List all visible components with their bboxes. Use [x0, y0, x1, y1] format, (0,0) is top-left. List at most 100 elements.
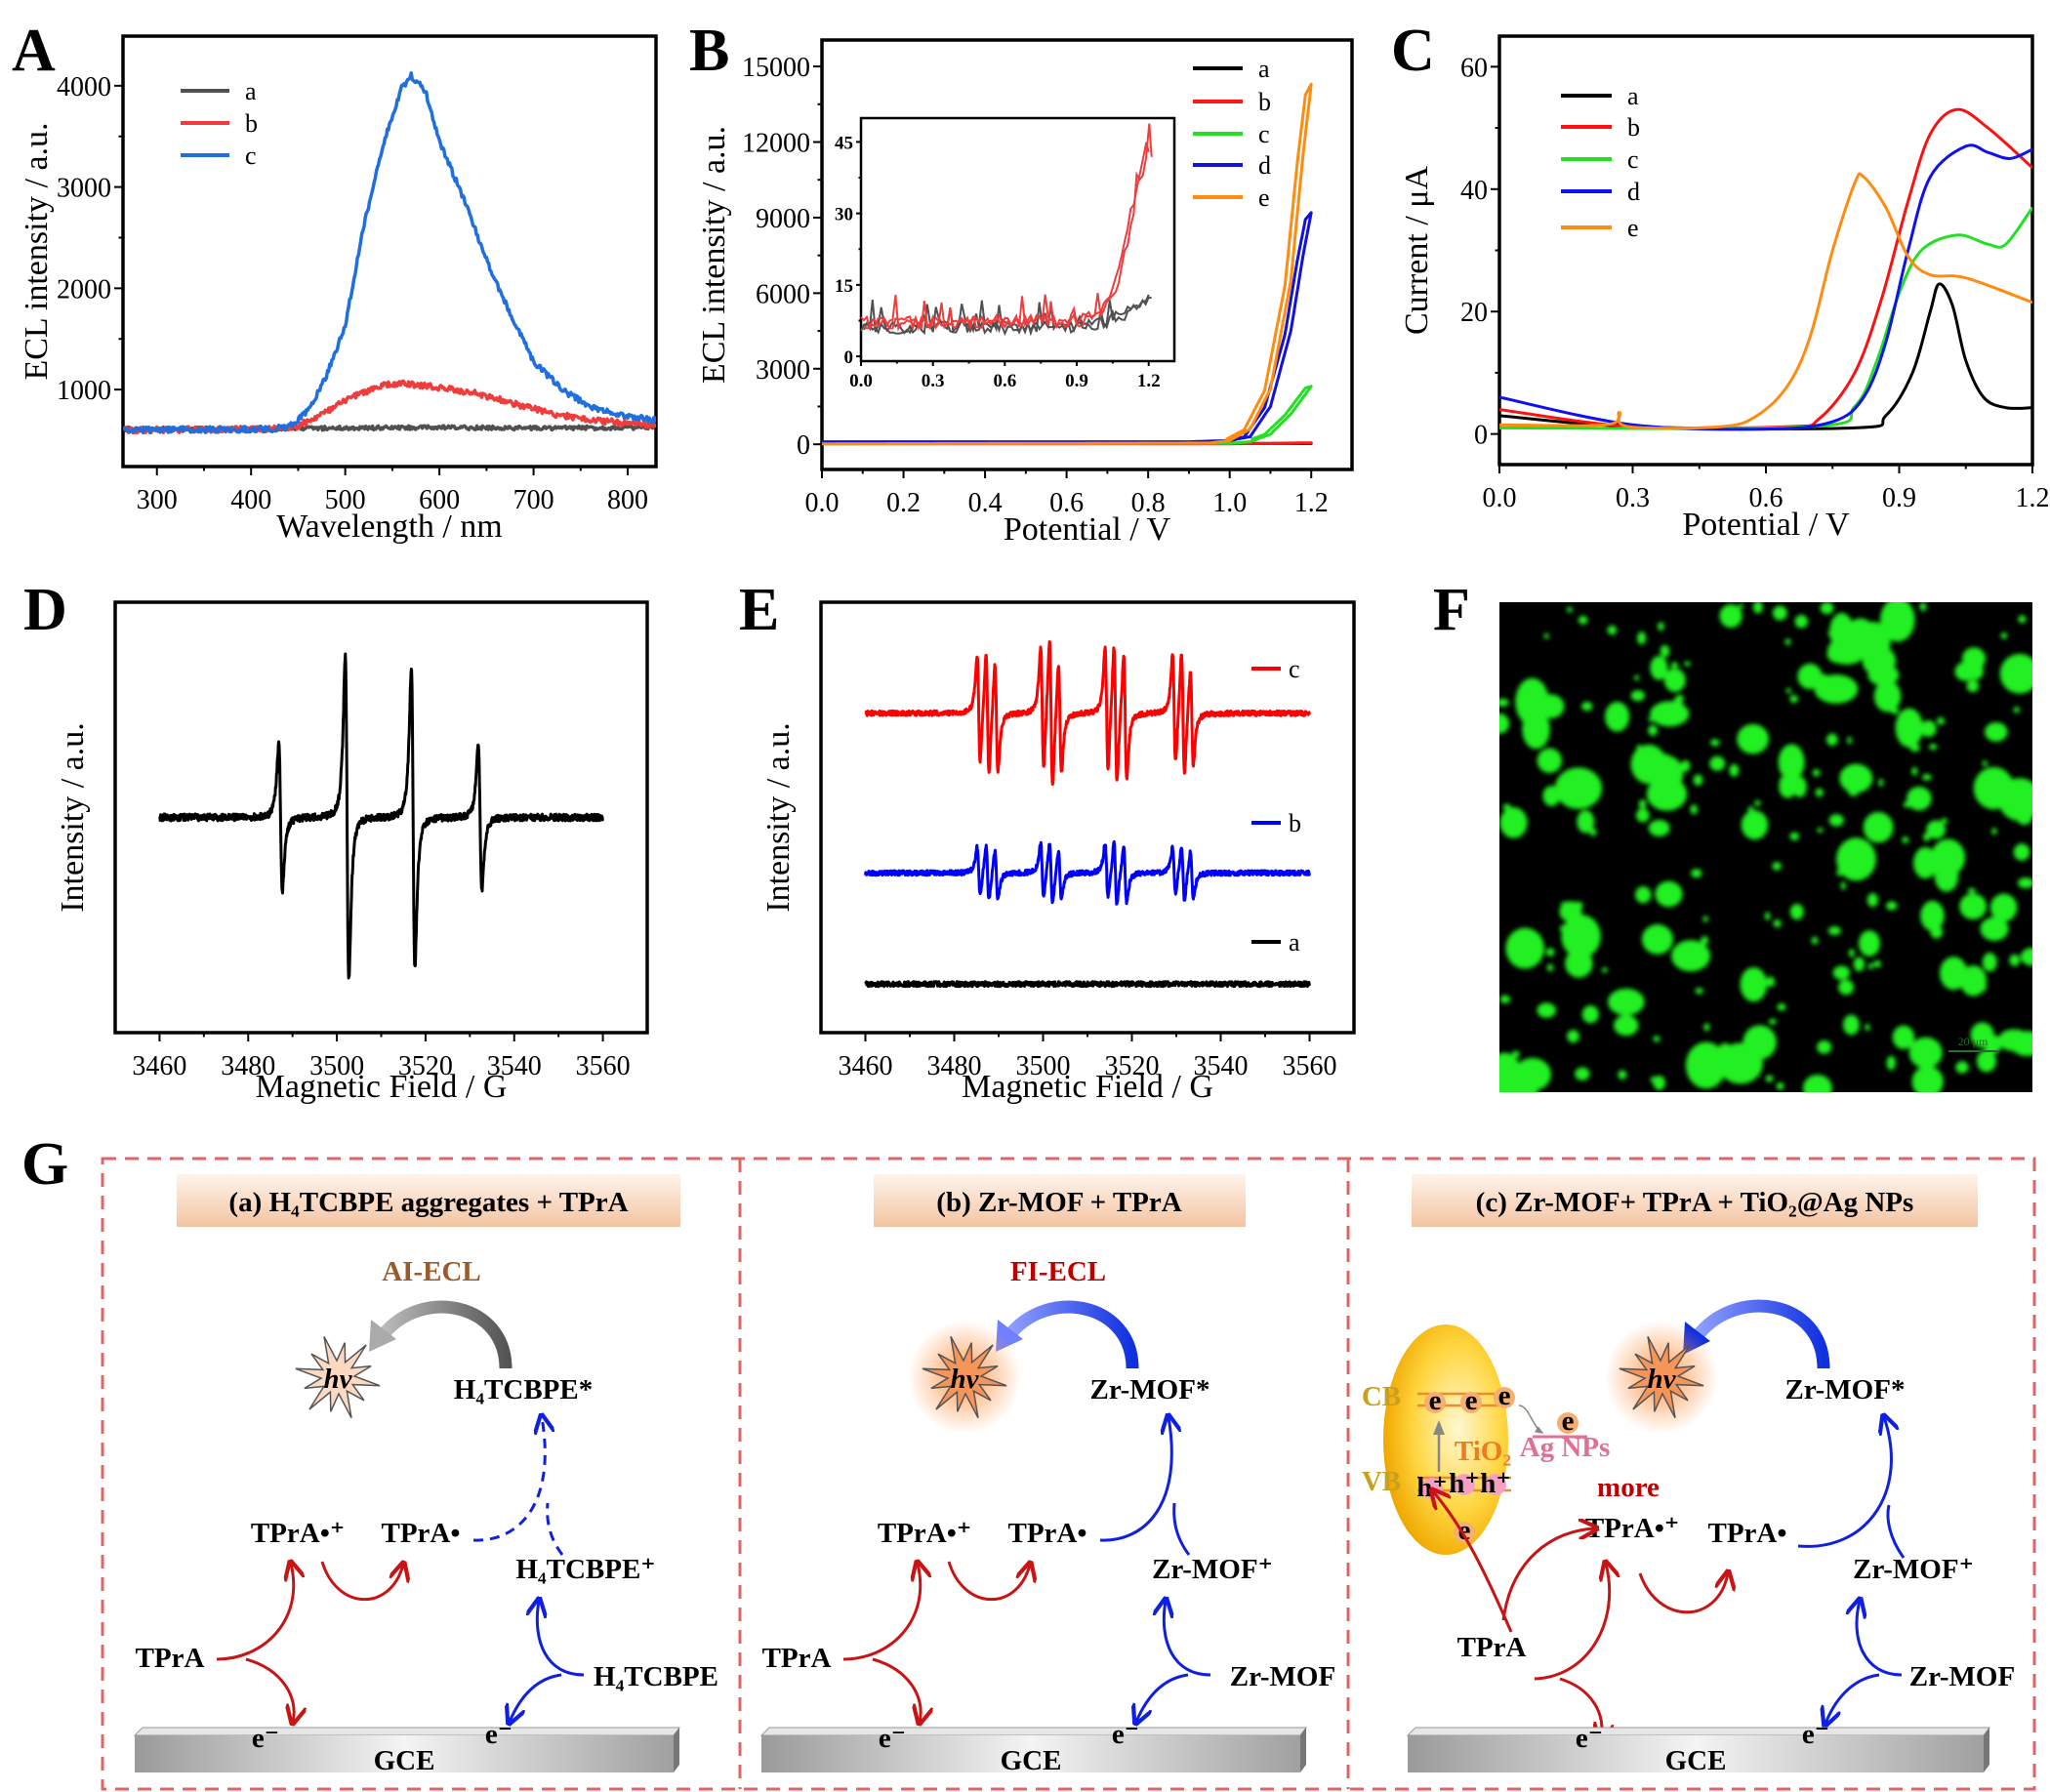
electron-symbol: e	[1458, 1515, 1471, 1546]
fluorescent-particle	[1959, 965, 1988, 997]
fluorescent-particle	[1789, 904, 1804, 920]
panel-label-b: B	[689, 18, 729, 84]
fluorescent-particle	[1967, 887, 1977, 894]
fluorescent-particle	[1789, 694, 1798, 704]
x-axis-label: Wavelength / nm	[276, 509, 502, 545]
fluorescent-particle	[1670, 662, 1679, 669]
series-group	[1499, 107, 2032, 431]
excitation-branch	[546, 1502, 564, 1556]
x-tick-label: 0.9	[1882, 483, 1916, 513]
fluorescent-particle	[1701, 936, 1709, 946]
y-tick-label: 60	[1460, 53, 1488, 83]
fluorescent-particle	[1999, 653, 2032, 694]
fluorescent-particle	[1906, 786, 1932, 811]
fluorescent-particle	[1752, 602, 1763, 614]
electron-label: e⁻	[1112, 1719, 1139, 1750]
fluorescent-particle	[1684, 661, 1691, 667]
fluorescent-particle	[1648, 716, 1655, 722]
fluorescent-particle	[1817, 828, 1824, 834]
fluorescent-particle	[1895, 708, 1923, 748]
fluorescent-particle	[1566, 606, 1574, 613]
fluorescent-particle	[1845, 618, 1876, 655]
electron-label: e⁻	[252, 1723, 279, 1754]
scheme-panel-b: (b) Zr-MOF + TPrA FI-ECL hν Zr-MOF* TPrA•⁺ TP…	[759, 1174, 1335, 1776]
x-tick-label: 700	[513, 485, 554, 515]
fluorescent-particle	[1785, 688, 1792, 694]
deprotonation-arrow	[1638, 1573, 1728, 1614]
fluorescent-particle	[1709, 739, 1720, 747]
excitation-branch	[1172, 1502, 1191, 1556]
electron-release-arrow	[1136, 1673, 1189, 1722]
fluorescent-particle	[1946, 876, 1957, 889]
x-tick-label: 3560	[576, 1051, 631, 1081]
fluorescent-particle	[1578, 615, 1588, 625]
electron-symbol: e	[1498, 1380, 1511, 1411]
fluorescent-particle	[1648, 820, 1670, 836]
legend-label-a: a	[1289, 928, 1300, 957]
fluorescent-particle	[1982, 760, 1988, 767]
panel-label-f: F	[1433, 577, 1470, 643]
excited-state-label: Zr-MOF*	[1785, 1374, 1906, 1405]
fluorescent-particle	[1920, 900, 1945, 931]
tpra-label: TPrA	[762, 1643, 832, 1674]
fluorescent-particle	[1919, 602, 1927, 612]
excitation-arrow	[1099, 1417, 1171, 1542]
fluorescent-particle	[1650, 1076, 1659, 1083]
x-tick-label: 0.6	[1749, 483, 1784, 513]
deprotonation-arrow	[947, 1562, 1030, 1602]
fluorescent-particle	[1985, 721, 2008, 742]
x-tick-label: 3500	[309, 1051, 364, 1081]
y-tick-label: 15	[835, 276, 853, 297]
panel-label-e: E	[739, 577, 779, 643]
photon-label: hν	[324, 1364, 353, 1395]
fluorescent-particle	[1966, 679, 1980, 693]
electron-dot	[1424, 1392, 1446, 1413]
fluorescent-particle	[1772, 862, 1782, 871]
fluorescent-particle	[1921, 774, 1932, 781]
photon-burst-icon	[295, 1335, 381, 1419]
fluorescent-particle	[1581, 702, 1593, 712]
electrode-side	[674, 1728, 679, 1772]
legend-label-c: c	[1289, 655, 1300, 683]
electron-label: e⁻	[1802, 1719, 1829, 1750]
plot-frame	[1497, 34, 2034, 467]
x-axis-label: Magnetic Field / G	[256, 1069, 508, 1105]
fluorescent-particle	[1729, 763, 1740, 777]
fluorescent-particle	[1601, 967, 1609, 973]
x-tick-label: 3480	[221, 1051, 275, 1081]
y-tick-label: 12000	[742, 129, 810, 159]
x-tick-label: 3500	[1016, 1051, 1071, 1081]
hole-dot	[1454, 1474, 1475, 1495]
fluorescent-particle	[1614, 1014, 1639, 1037]
hole-symbol: h⁺	[1416, 1472, 1447, 1503]
fluorescent-particle	[1784, 638, 1791, 645]
series-d-line	[1499, 143, 2032, 431]
fluorescence-micrograph: 20 μm	[1499, 602, 2032, 1092]
y-tick-label: 0	[797, 430, 810, 461]
series-b-line	[123, 379, 656, 435]
title-banner	[177, 1174, 680, 1227]
y-tick-label: 6000	[756, 279, 810, 309]
luminophore-label: Zr-MOF	[1909, 1661, 2015, 1692]
fluorescent-particle	[1857, 843, 1864, 850]
fluorescent-particle	[1911, 1066, 1944, 1092]
fluorescent-particle	[1998, 778, 2032, 822]
legend-label-c: c	[1627, 145, 1639, 174]
fluorescent-particle	[1695, 988, 1704, 995]
chart-a: 300 400 500 600 700 800 1000 2000 3000 4000 Wavele…	[19, 34, 658, 545]
fluorescent-particle	[1817, 1040, 1832, 1054]
tpra-radical-label: TPrA•	[1707, 1518, 1786, 1549]
fluorescent-particle	[1903, 801, 1911, 808]
series-group	[822, 82, 1313, 446]
fluorescent-particle	[1811, 936, 1819, 945]
inset-series-line	[863, 296, 1152, 337]
fluorescent-particle	[1853, 957, 1866, 972]
legend-label-e: e	[1258, 183, 1270, 212]
fluorescent-particle	[1988, 1036, 2001, 1049]
fluorescent-particle	[1537, 748, 1563, 774]
x-tick-label: 3460	[132, 1051, 186, 1081]
fluorescent-particle	[1709, 755, 1726, 771]
tpra-to-tio2-arrow	[1433, 1491, 1513, 1633]
electrode-label: GCE	[374, 1745, 435, 1776]
tio2-label: TiO₂	[1455, 1436, 1511, 1467]
